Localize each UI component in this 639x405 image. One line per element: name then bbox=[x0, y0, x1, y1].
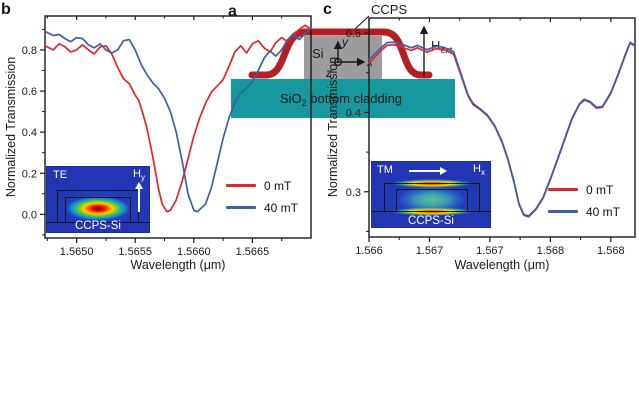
te-mode-label: TE bbox=[53, 169, 68, 181]
z-axis-origin-icon bbox=[333, 57, 343, 67]
y-tick-label: 0.0 bbox=[22, 209, 37, 221]
y-axis-label: y bbox=[341, 35, 349, 49]
x-tick-label: 1.567 bbox=[416, 245, 444, 257]
panel-c-inset-tm-mode: TM Hx CCPS-Si bbox=[371, 161, 491, 228]
z-axis-origin-dot bbox=[336, 60, 340, 64]
panel-c-plot: 1.566 1.567 1.567 1.568 1.568 0.3 0.4 0.5 bbox=[346, 17, 636, 257]
x-tick-label: 1.567 bbox=[476, 245, 504, 257]
z-axis-label: z bbox=[325, 66, 332, 80]
tm-inset-caption: CCPS-Si bbox=[407, 215, 454, 227]
legend-item-40mt: 40 mT bbox=[548, 204, 620, 219]
ccps-outline bbox=[384, 183, 480, 212]
legend-swatch-0mt bbox=[548, 188, 578, 191]
sio2-substrate-rect bbox=[231, 79, 455, 118]
legend-label-0mt: 0 mT bbox=[586, 182, 614, 197]
y-tick-label: 0.6 bbox=[22, 86, 37, 98]
substrate-line bbox=[371, 211, 491, 212]
hy-direction-arrow-icon bbox=[135, 182, 143, 212]
y-tick-label: 0.3 bbox=[346, 187, 361, 199]
si-outline bbox=[396, 189, 468, 212]
legend-label-40mt: 40 mT bbox=[264, 200, 299, 215]
y-tick-label: 0.2 bbox=[22, 168, 37, 180]
panel-c: c 1.566 1.567 1.567 1.568 1.568 0.3 0.4 0.5 Nor… bbox=[320, 0, 639, 275]
panel-c-y-axis-title: Normalized Transmission bbox=[326, 56, 340, 198]
si-label: Si bbox=[312, 46, 324, 61]
y-tick-label: 0.5 bbox=[346, 28, 361, 40]
panel-c-x-axis-title: Wavelength (μm) bbox=[454, 258, 550, 272]
panel-b-inset-te-mode: TE Hy CCPS-Si bbox=[46, 166, 150, 233]
sio2-caption: SiO2 bottom cladding bbox=[280, 91, 402, 108]
tm-mode-label: TM bbox=[377, 164, 393, 176]
legend-swatch-0mt bbox=[226, 184, 256, 187]
panel-b: b 1.5650 1.5655 1.5660 1.5665 0.0 0.2 0.4 0.6 0.… bbox=[0, 0, 320, 275]
panel-b-letter: b bbox=[1, 1, 11, 18]
legend-swatch-40mt bbox=[548, 210, 578, 213]
legend-item-0mt: 0 mT bbox=[548, 182, 620, 197]
plot-frame bbox=[368, 17, 636, 238]
x-tick-label: 1.5665 bbox=[236, 246, 270, 258]
ccps-pointer-line bbox=[354, 15, 370, 30]
series-line-1 bbox=[368, 41, 636, 217]
panel-b-x-axis-title: Wavelength (μm) bbox=[130, 258, 226, 272]
y-tick-label: 0.4 bbox=[22, 127, 37, 139]
y-tick-label: 0.8 bbox=[22, 45, 37, 57]
x-tick-label: 1.5650 bbox=[60, 246, 94, 258]
te-inset-caption: CCPS-Si bbox=[74, 220, 121, 232]
x-tick-label: 1.568 bbox=[537, 245, 565, 257]
panel-b-y-axis-title: Normalized Transmission bbox=[4, 56, 18, 198]
x-tick-label: 1.5655 bbox=[118, 246, 152, 258]
y-tick-label: 0.4 bbox=[346, 107, 361, 119]
substrate-line bbox=[46, 222, 150, 223]
ccps-label: CCPS bbox=[371, 2, 407, 17]
legend-item-40mt: 40 mT bbox=[226, 200, 298, 215]
legend-label-40mt: 40 mT bbox=[586, 204, 621, 219]
ccps-layer-path bbox=[248, 28, 433, 79]
hx-direction-arrow-icon bbox=[409, 167, 447, 175]
panel-b-legend: 0 mT 40 mT bbox=[226, 178, 298, 215]
si-outline bbox=[65, 197, 131, 222]
panel-c-letter: c bbox=[323, 1, 332, 18]
series-line-1 bbox=[44, 26, 312, 213]
panel-c-legend: 0 mT 40 mT bbox=[548, 182, 620, 219]
x-tick-label: 1.568 bbox=[597, 245, 625, 257]
plot-frame bbox=[44, 15, 312, 239]
legend-swatch-40mt bbox=[226, 206, 256, 209]
legend-label-0mt: 0 mT bbox=[264, 178, 292, 193]
series-line-0 bbox=[44, 24, 312, 213]
hy-field-label: Hy bbox=[133, 168, 145, 183]
x-tick-label: 1.566 bbox=[355, 245, 383, 257]
panel-a-letter: a bbox=[228, 3, 237, 20]
te-mode-field bbox=[65, 196, 131, 221]
x-tick-label: 1.5660 bbox=[177, 246, 211, 258]
hx-field-label: Hx bbox=[473, 163, 485, 178]
panel-b-plot: 1.5650 1.5655 1.5660 1.5665 0.0 0.2 0.4 0.6 0.8 bbox=[22, 15, 312, 258]
legend-item-0mt: 0 mT bbox=[226, 178, 298, 193]
